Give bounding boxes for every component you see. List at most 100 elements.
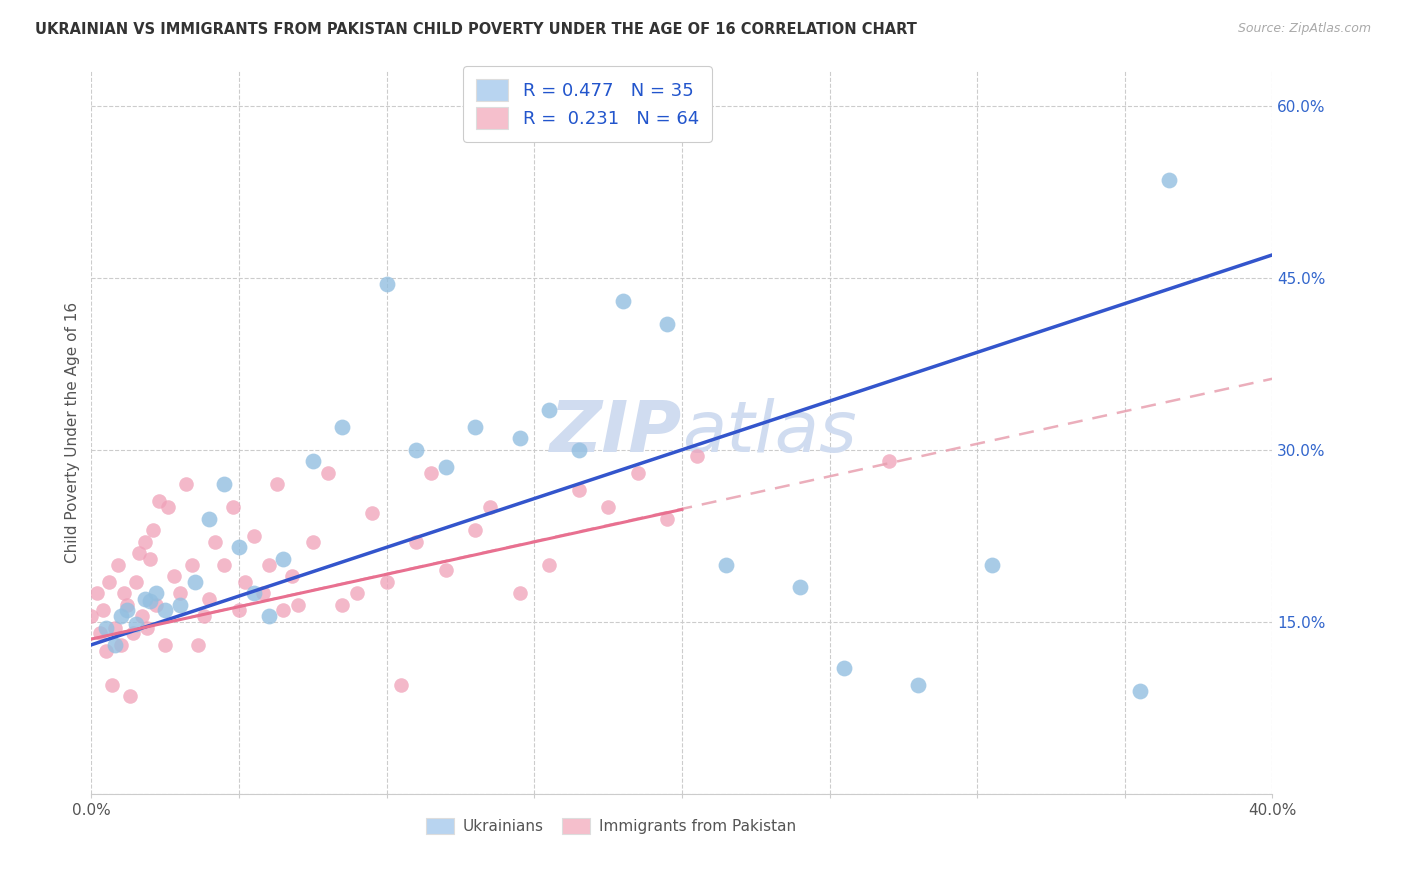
Point	[389, 678, 413, 692]
Point	[509, 431, 531, 445]
Point	[91, 603, 114, 617]
Point	[204, 534, 226, 549]
Point	[163, 569, 186, 583]
Point	[1159, 173, 1181, 187]
Point	[96, 643, 118, 657]
Point	[124, 617, 148, 632]
Point	[153, 638, 177, 652]
Point	[193, 609, 215, 624]
Point	[332, 598, 354, 612]
Point	[537, 558, 560, 572]
Point	[537, 402, 560, 417]
Point	[110, 638, 132, 652]
Point	[375, 277, 398, 291]
Point	[157, 500, 180, 515]
Point	[419, 466, 441, 480]
Point	[112, 586, 135, 600]
Point	[266, 477, 288, 491]
Text: atlas: atlas	[682, 398, 856, 467]
Point	[115, 598, 138, 612]
Point	[346, 586, 368, 600]
Point	[464, 420, 486, 434]
Point	[907, 678, 929, 692]
Point	[180, 558, 202, 572]
Point	[118, 690, 141, 704]
Point	[86, 586, 108, 600]
Point	[332, 420, 354, 434]
Point	[287, 598, 309, 612]
Point	[107, 558, 129, 572]
Point	[568, 442, 591, 457]
Point	[1129, 683, 1152, 698]
Point	[139, 551, 162, 566]
Point	[98, 574, 121, 589]
Point	[434, 563, 457, 577]
Point	[478, 500, 502, 515]
Point	[228, 603, 250, 617]
Text: ZIP: ZIP	[550, 398, 682, 467]
Point	[509, 586, 531, 600]
Point	[360, 506, 382, 520]
Y-axis label: Child Poverty Under the Age of 16: Child Poverty Under the Age of 16	[65, 302, 80, 563]
Point	[145, 598, 167, 612]
Point	[405, 442, 427, 457]
Point	[169, 598, 191, 612]
Point	[214, 477, 236, 491]
Point	[89, 626, 111, 640]
Point	[121, 626, 143, 640]
Legend: Ukrainians, Immigrants from Pakistan: Ukrainians, Immigrants from Pakistan	[420, 813, 801, 840]
Point	[981, 558, 1004, 572]
Point	[612, 293, 634, 308]
Point	[104, 638, 127, 652]
Point	[148, 494, 170, 508]
Point	[568, 483, 591, 497]
Point	[714, 558, 737, 572]
Point	[789, 581, 811, 595]
Point	[405, 534, 427, 549]
Point	[301, 534, 323, 549]
Point	[198, 511, 221, 525]
Point	[101, 678, 124, 692]
Point	[104, 621, 127, 635]
Text: Source: ZipAtlas.com: Source: ZipAtlas.com	[1237, 22, 1371, 36]
Point	[134, 591, 156, 606]
Point	[281, 569, 304, 583]
Point	[233, 574, 256, 589]
Point	[243, 529, 266, 543]
Point	[183, 574, 207, 589]
Point	[214, 558, 236, 572]
Point	[110, 609, 132, 624]
Point	[464, 523, 486, 537]
Point	[257, 558, 280, 572]
Point	[96, 621, 118, 635]
Point	[375, 574, 398, 589]
Point	[134, 534, 156, 549]
Point	[655, 317, 678, 331]
Point	[832, 661, 855, 675]
Point	[434, 460, 457, 475]
Point	[187, 638, 209, 652]
Point	[136, 621, 159, 635]
Point	[115, 603, 138, 617]
Point	[243, 586, 266, 600]
Point	[169, 586, 191, 600]
Point	[228, 541, 250, 555]
Point	[222, 500, 245, 515]
Text: UKRAINIAN VS IMMIGRANTS FROM PAKISTAN CHILD POVERTY UNDER THE AGE OF 16 CORRELAT: UKRAINIAN VS IMMIGRANTS FROM PAKISTAN CH…	[35, 22, 917, 37]
Point	[301, 454, 323, 468]
Point	[131, 609, 153, 624]
Point	[316, 466, 339, 480]
Point	[174, 477, 197, 491]
Point	[273, 603, 295, 617]
Point	[877, 454, 900, 468]
Point	[139, 594, 162, 608]
Point	[153, 603, 177, 617]
Point	[655, 511, 678, 525]
Point	[128, 546, 150, 560]
Point	[627, 466, 650, 480]
Point	[124, 574, 148, 589]
Point	[145, 586, 167, 600]
Point	[198, 591, 221, 606]
Point	[273, 551, 295, 566]
Point	[685, 449, 707, 463]
